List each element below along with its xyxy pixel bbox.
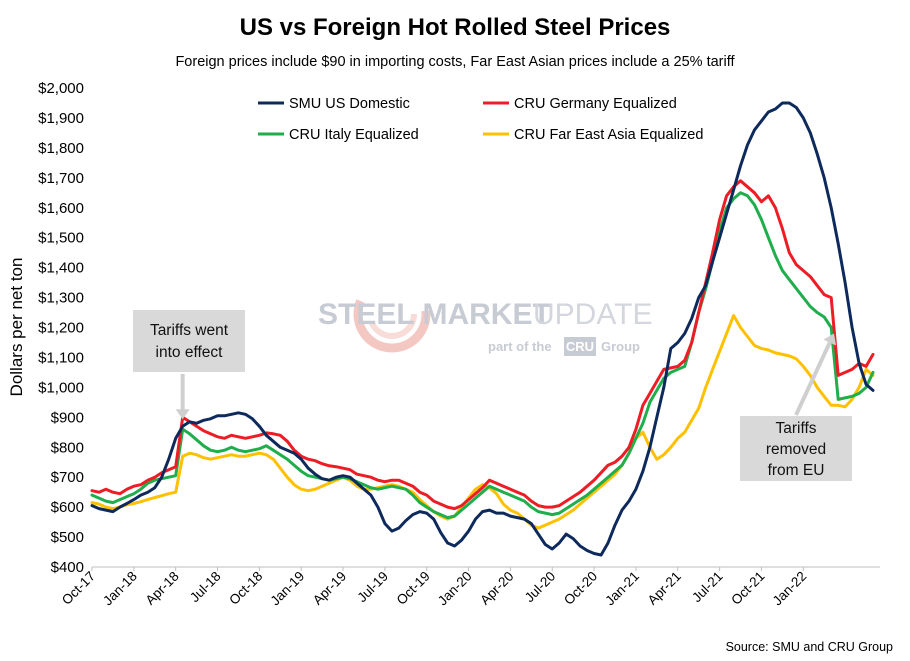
watermark-logo: STEEL MARKET UPDATE part of the CRU Grou… <box>318 275 652 356</box>
x-tick-label: Jan-22 <box>770 569 810 609</box>
x-tick-label: Jan-20 <box>435 569 475 609</box>
y-tick-label: $1,500 <box>38 230 84 247</box>
watermark-badge <box>564 337 596 356</box>
annotation-box <box>740 416 852 481</box>
watermark-swirl-icon <box>353 275 431 353</box>
x-tick-label: Jul-21 <box>689 569 726 606</box>
x-axis-tick-marks <box>91 567 804 571</box>
x-tick-label: Jan-21 <box>602 569 642 609</box>
x-tick-label: Apr-18 <box>143 569 182 608</box>
y-tick-label: $1,000 <box>38 379 84 396</box>
chart-subtitle: Foreign prices include $90 in importing … <box>175 54 735 70</box>
annotation-arrowhead-icon <box>823 333 837 346</box>
series-lines <box>90 101 875 557</box>
y-axis-label: Dollars per net ton <box>7 258 26 397</box>
series-line-cru-germany-equalized <box>90 179 875 511</box>
y-tick-label: $600 <box>51 499 84 516</box>
annotation-text: removed <box>766 441 826 458</box>
series-line-cru-far-east-asia-equalized <box>90 314 875 530</box>
annotation-arrowhead-icon <box>175 409 190 420</box>
watermark-brand-light: UPDATE <box>533 298 652 331</box>
y-tick-label: $2,000 <box>38 80 84 97</box>
y-tick-label: $1,800 <box>38 140 84 157</box>
y-tick-label: $1,700 <box>38 170 84 187</box>
x-tick-label: Apr-21 <box>645 569 684 608</box>
annotation-text: Tariffs <box>775 420 816 437</box>
annotation-box <box>133 310 245 372</box>
y-tick-label: $1,900 <box>38 110 84 127</box>
series-line-smu-us-domestic <box>90 101 875 557</box>
y-axis-ticks: $400 $500 $600 $700 $800 $900 $1,000 $1,100 $1,2… <box>38 80 84 576</box>
x-tick-label: Oct-20 <box>561 569 600 608</box>
y-tick-label: $900 <box>51 409 84 426</box>
y-tick-label: $400 <box>51 559 84 576</box>
y-tick-label: $1,200 <box>38 320 84 337</box>
x-tick-label: Jan-19 <box>268 569 308 609</box>
legend: SMU US Domestic CRU Germany Equalized CRU … <box>258 96 703 143</box>
legend-label: SMU US Domestic <box>289 96 410 112</box>
watermark-tagline-post: Group <box>601 339 640 354</box>
legend-label: CRU Italy Equalized <box>289 127 419 143</box>
y-tick-label: $1,600 <box>38 200 84 217</box>
y-tick-label: $500 <box>51 529 84 546</box>
x-tick-label: Jul-19 <box>354 569 391 606</box>
x-tick-label: Apr-20 <box>477 569 516 608</box>
watermark-tagline-pre: part of the <box>488 339 552 354</box>
watermark-badge-text: CRU <box>566 339 594 354</box>
y-tick-label: $700 <box>51 469 84 486</box>
legend-label: CRU Far East Asia Equalized <box>514 127 703 143</box>
x-tick-label: Oct-19 <box>394 569 433 608</box>
x-tick-label: Oct-21 <box>728 569 767 608</box>
y-tick-label: $1,100 <box>38 349 84 366</box>
annotations: Tariffs went into effect Tariffs removed fro… <box>133 310 852 481</box>
y-tick-label: $1,300 <box>38 290 84 307</box>
x-tick-label: Oct-18 <box>226 569 265 608</box>
annotation-arrow-icon <box>794 341 832 416</box>
y-tick-label: $1,400 <box>38 260 84 277</box>
x-tick-label: Jul-18 <box>187 569 224 606</box>
series-line-cru-italy-equalized <box>90 191 875 520</box>
x-tick-label: Jul-20 <box>522 569 559 606</box>
annotation-text: into effect <box>156 344 224 361</box>
annotation-text: from EU <box>768 462 825 479</box>
chart-title: US vs Foreign Hot Rolled Steel Prices <box>240 14 671 41</box>
y-tick-label: $800 <box>51 439 84 456</box>
legend-label: CRU Germany Equalized <box>514 96 677 112</box>
x-axis-ticks: Oct-17 Jan-18 Apr-18 Jul-18 Oct-18 Jan-19 Apr-… <box>59 569 810 609</box>
x-tick-label: Jan-18 <box>100 569 140 609</box>
source-note: Source: SMU and CRU Group <box>726 640 893 654</box>
x-tick-label: Apr-19 <box>310 569 349 608</box>
annotation-text: Tariffs went <box>150 322 229 339</box>
watermark-brand-bold: STEEL MARKET <box>318 298 551 331</box>
